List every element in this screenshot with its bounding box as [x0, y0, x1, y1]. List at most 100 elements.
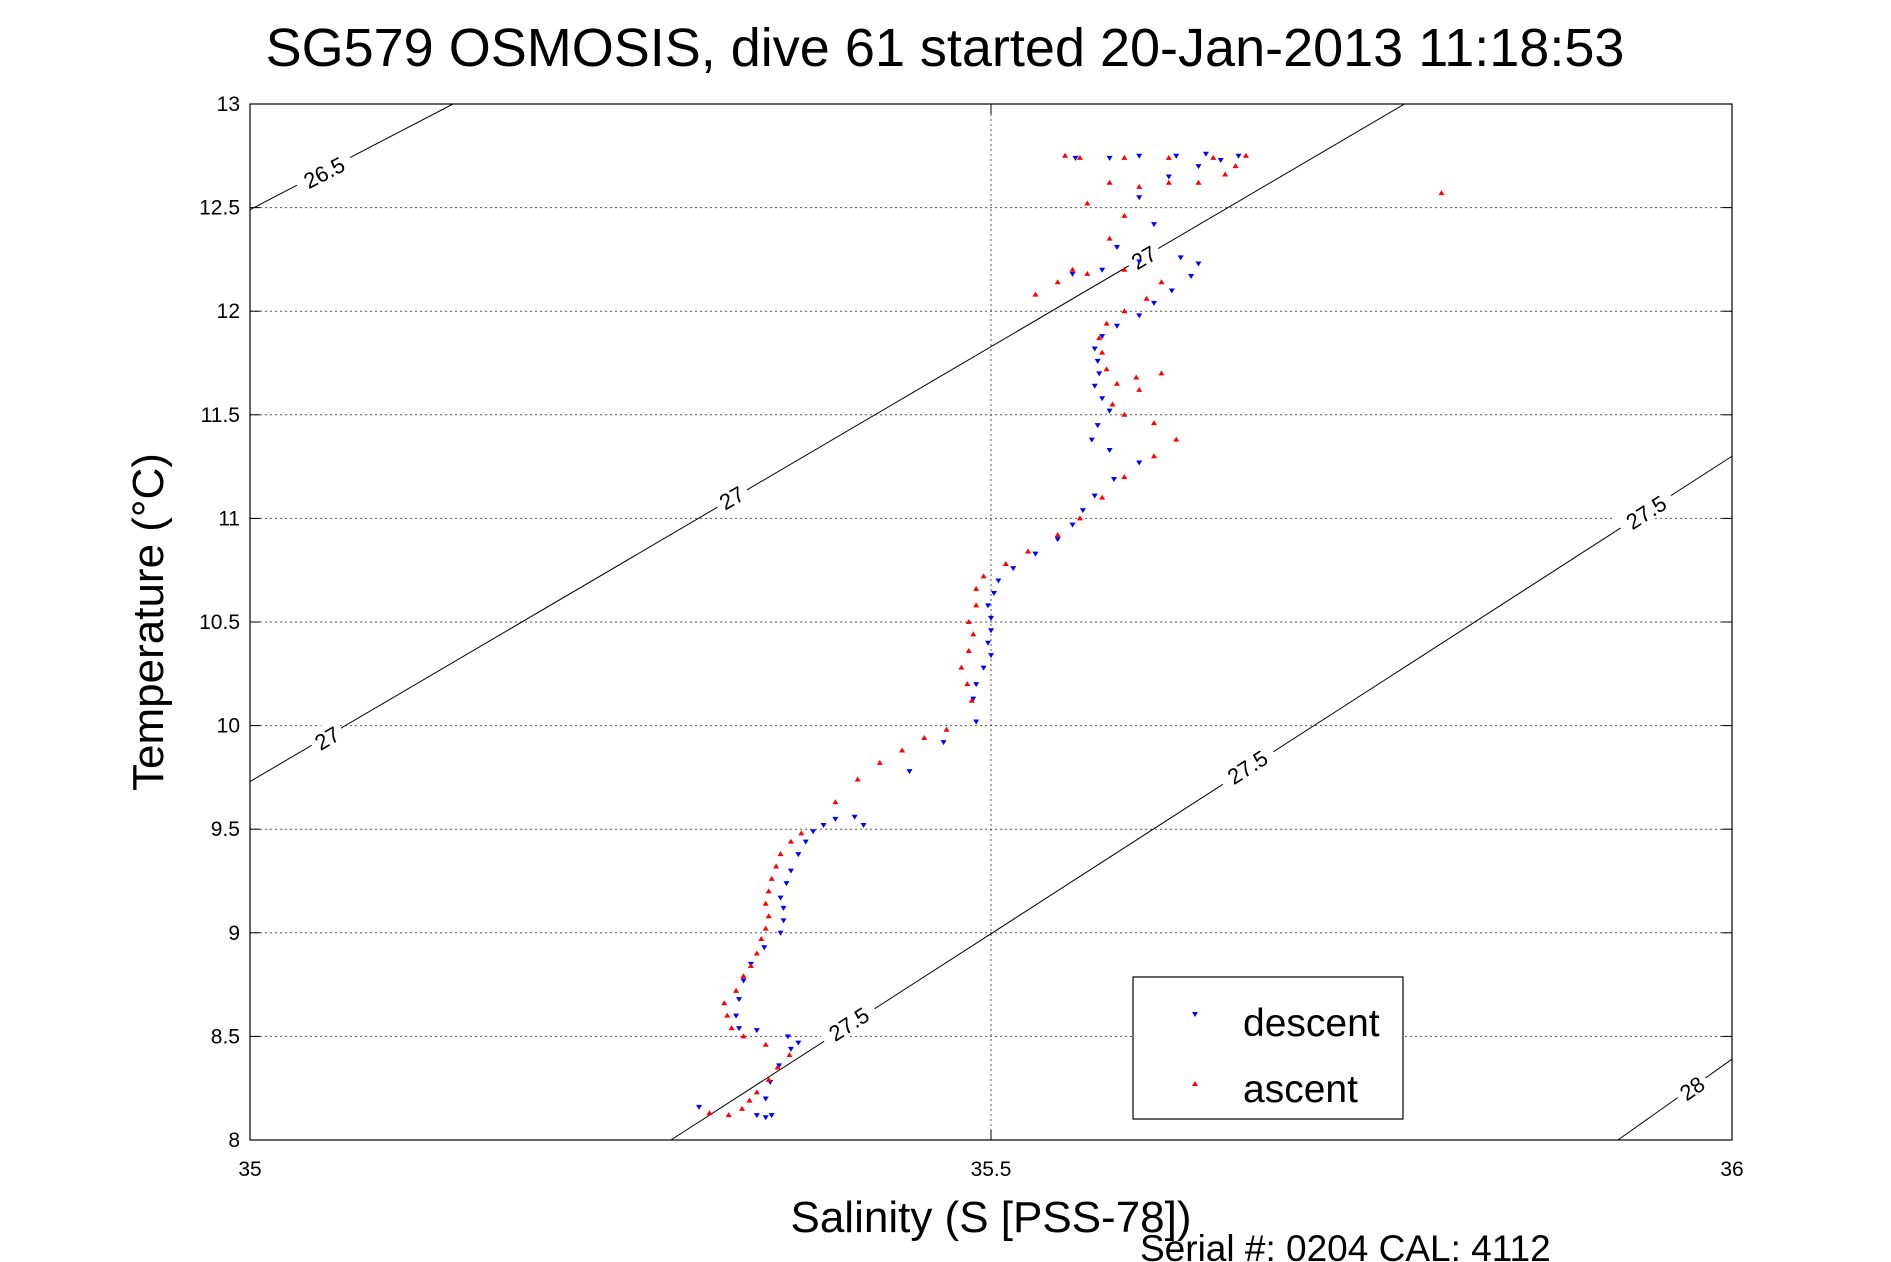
ascent-point	[1054, 279, 1061, 285]
descent-point	[1010, 566, 1017, 572]
descent-point	[1113, 244, 1120, 250]
descent-point	[753, 1028, 760, 1034]
ascent-point	[765, 888, 772, 894]
contour-label-bg	[1214, 739, 1279, 792]
ascent-point	[762, 900, 769, 906]
descent-point	[1173, 153, 1180, 159]
descent-point	[985, 603, 992, 609]
descent-point	[784, 1034, 791, 1040]
y-tick-label: 9	[228, 922, 240, 945]
ascent-point	[876, 759, 883, 765]
ascent-point	[1103, 366, 1110, 372]
ascent-point	[1121, 266, 1128, 272]
ascent-point	[773, 863, 780, 869]
descent-point	[1136, 259, 1143, 265]
x-axis-label: Salinity (S [PSS-78])	[790, 1193, 1191, 1242]
descent-point	[783, 881, 790, 887]
ascent-point	[1032, 291, 1039, 297]
legend-descent-marker	[1192, 1012, 1198, 1017]
ascent-point	[733, 987, 740, 993]
descent-point	[780, 918, 787, 924]
ascent-point	[1121, 308, 1128, 314]
ascent-point	[1121, 212, 1128, 218]
ascent-point	[1173, 436, 1180, 442]
descent-point	[860, 823, 867, 829]
ascent-point	[958, 664, 965, 670]
descent-point	[985, 640, 992, 646]
descent-point	[787, 1046, 794, 1052]
ascent-point	[1002, 560, 1009, 566]
legend-ascent-label: ascent	[1243, 1068, 1358, 1111]
descent-point	[733, 1013, 740, 1019]
descent-point	[1202, 151, 1209, 157]
descent-point	[1091, 493, 1098, 499]
contour-label-bg	[305, 717, 347, 756]
descent-point	[768, 1113, 775, 1119]
ascent-point	[1195, 179, 1202, 185]
ascent-point	[1158, 279, 1165, 285]
ascent-point	[1242, 152, 1249, 158]
legend-ascent-marker	[1192, 1081, 1198, 1086]
descent-point	[1151, 222, 1158, 228]
descent-point	[973, 719, 980, 725]
ascent-point	[1121, 411, 1128, 417]
descent-point	[988, 628, 994, 634]
descent-point	[1177, 255, 1184, 261]
serial-cal-footer: Serial #: 0204 CAL: 4112	[1140, 1228, 1551, 1262]
descent-point	[753, 1113, 760, 1119]
ascent-point	[728, 1025, 735, 1031]
ascent-point	[1438, 190, 1445, 196]
descent-point	[1072, 155, 1079, 161]
descent-point	[1099, 267, 1106, 273]
ascent-point	[1106, 179, 1113, 185]
ascent-point	[746, 1097, 753, 1103]
y-tick-label: 8.5	[211, 1025, 240, 1048]
descent-point	[1079, 508, 1086, 514]
ascent-point	[747, 962, 754, 968]
ascent-point	[921, 735, 928, 741]
descent-point	[1106, 408, 1113, 414]
ascent-point	[1222, 171, 1229, 177]
contour-label-bg	[1670, 1066, 1712, 1107]
descent-point	[1111, 477, 1118, 483]
descent-point	[736, 1026, 743, 1032]
data-points	[696, 151, 1445, 1121]
descent-point	[736, 997, 743, 1003]
descent-point	[832, 816, 839, 822]
descent-point	[820, 823, 827, 829]
descent-point	[1096, 371, 1103, 377]
contour-label-bg	[1121, 236, 1164, 275]
ascent-point	[765, 913, 772, 919]
ascent-point	[1069, 266, 1076, 272]
descent-point	[1235, 153, 1242, 159]
ascent-point	[1165, 179, 1172, 185]
descent-point	[1136, 153, 1143, 159]
contour-line	[1617, 1058, 1733, 1141]
ascent-point	[1133, 374, 1140, 380]
descent-point	[1032, 551, 1039, 557]
ascent-point	[753, 1089, 760, 1095]
y-tick-label: 13	[217, 93, 240, 116]
descent-point	[1217, 157, 1224, 163]
ascent-point	[1151, 453, 1158, 459]
ascent-point	[777, 851, 784, 857]
y-tick-label: 11.5	[201, 404, 240, 427]
descent-point	[906, 769, 913, 775]
descent-point	[1099, 396, 1106, 402]
descent-point	[795, 852, 802, 858]
descent-point	[988, 615, 994, 621]
descent-point	[1136, 195, 1143, 201]
contour-label-bg	[1613, 484, 1677, 537]
descent-point	[988, 653, 994, 659]
contour-line	[249, 103, 454, 211]
y-tick-label: 10	[217, 715, 240, 738]
ascent-point	[762, 925, 769, 931]
y-tick-label: 12.5	[199, 197, 240, 220]
ascent-series	[706, 152, 1445, 1118]
ascent-point	[768, 875, 775, 881]
ascent-point	[1025, 548, 1032, 554]
y-tick-label: 11	[218, 507, 240, 530]
contour-line	[249, 103, 1405, 782]
ascent-point	[1099, 494, 1106, 500]
